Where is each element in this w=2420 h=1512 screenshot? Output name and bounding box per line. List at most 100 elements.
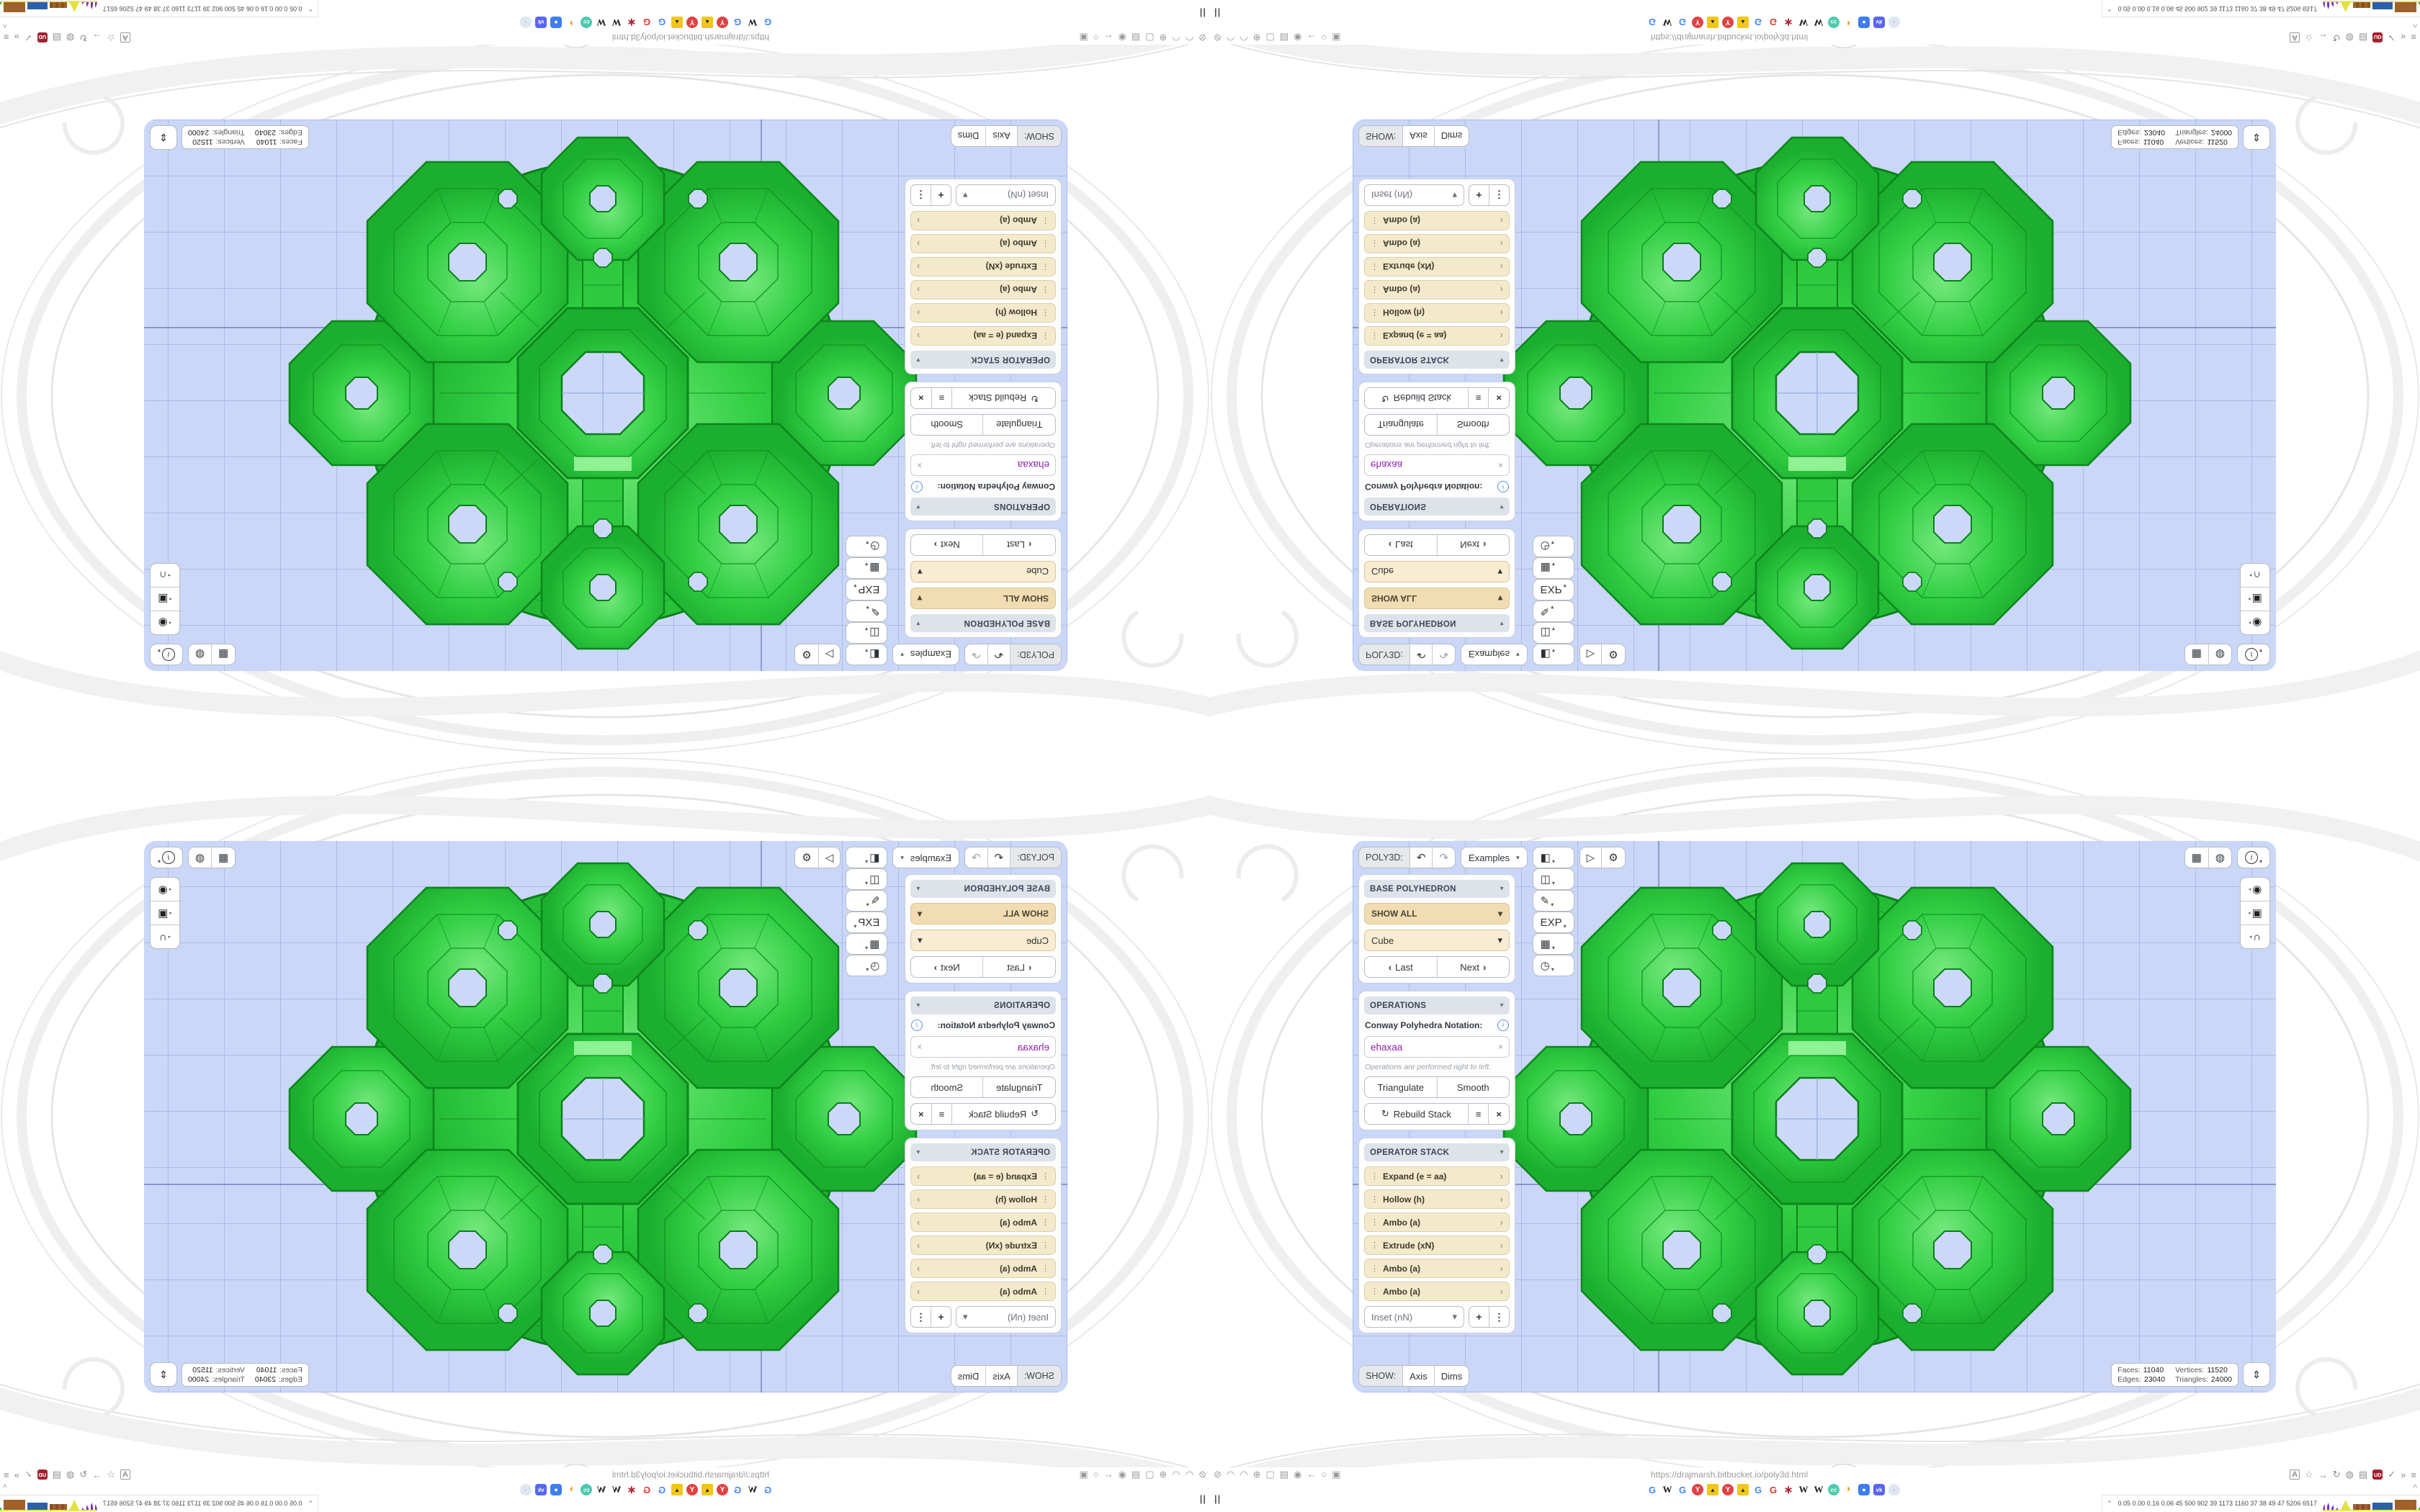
favicon-wikipedia[interactable]: W: [596, 1484, 606, 1495]
edit-notation-button[interactable]: ✎ ▾: [1532, 600, 1574, 622]
table-button[interactable]: ▦ ▾: [1532, 557, 1574, 579]
forward-icon[interactable]: →: [2318, 32, 2328, 43]
history-icon[interactable]: ◠: [1226, 1469, 1235, 1480]
notation-input[interactable]: ehaxaa ×: [1364, 1036, 1510, 1058]
clear-stack-button[interactable]: ×: [1489, 388, 1509, 408]
paint-tool-button[interactable]: ◧ ▾: [1532, 847, 1574, 868]
schedule-button[interactable]: ▦: [211, 847, 236, 868]
base-polyhedron-header[interactable]: BASE POLYHEDRON ▾: [1364, 880, 1510, 898]
favicon-google[interactable]: G: [1678, 1484, 1687, 1495]
undo-button[interactable]: ↶: [1410, 847, 1433, 868]
schedule-button[interactable]: ▦: [2184, 644, 2209, 665]
operator-stack-item[interactable]: ⋮ Expand (e = aa) ›: [1364, 326, 1510, 346]
clear-icon[interactable]: ×: [1497, 1042, 1503, 1052]
globe-button[interactable]: ◍: [2215, 851, 2225, 864]
show-all-select[interactable]: SHOW ALL ▾: [1364, 903, 1510, 924]
operator-stack-header[interactable]: OPERATOR STACK ▾: [1364, 1143, 1510, 1161]
home-icon[interactable]: ⊕: [1252, 32, 1261, 43]
bookmark-star-icon[interactable]: ☆: [2305, 32, 2313, 43]
globe-icon[interactable]: ◍: [2345, 1469, 2354, 1480]
drag-handle-icon[interactable]: ⋮: [1042, 216, 1049, 225]
operator-stack-item[interactable]: ⋮ Ambo (a) ›: [910, 1282, 1056, 1301]
favicon-y-red[interactable]: Y: [1722, 17, 1734, 28]
favicon-photos[interactable]: ▲: [702, 1484, 713, 1495]
smooth-button[interactable]: Smooth: [1456, 419, 1489, 431]
polyhedron-render[interactable]: [288, 862, 918, 1376]
operator-stack-item[interactable]: ⋮ Expand (e = aa) ›: [910, 1166, 1056, 1186]
favicon-google[interactable]: G: [1678, 17, 1687, 28]
home-icon[interactable]: ⊕: [1159, 32, 1168, 43]
redo-button[interactable]: ↷: [1439, 648, 1449, 661]
operator-stack-header[interactable]: OPERATOR STACK ▾: [910, 1143, 1056, 1161]
poly3d-viewport[interactable]: POLY3D: ↶ ↷ Examples ▾ ◧ ▾ ◫ ▾: [1353, 120, 2276, 671]
favicon-y-red[interactable]: Y: [686, 1484, 698, 1495]
chevron-up-icon[interactable]: ^: [3, 1482, 7, 1493]
globe-icon[interactable]: ◍: [66, 1469, 75, 1480]
favicon-wikipedia[interactable]: W: [748, 17, 758, 28]
export-button[interactable]: EXP ▾: [1532, 579, 1574, 600]
add-operator-select[interactable]: Inset (nN) ▾: [1364, 1306, 1464, 1328]
history-icon[interactable]: ◠: [1226, 32, 1235, 43]
next-button[interactable]: Next ›: [933, 539, 960, 551]
toggle-visibility-button[interactable]: ◂ ◉: [151, 611, 179, 634]
reload-icon[interactable]: ↻: [79, 32, 88, 43]
last-button[interactable]: ‹ Last: [1365, 957, 1438, 977]
favicon-flower[interactable]: ∗: [627, 1484, 637, 1496]
translate-icon[interactable]: A: [120, 32, 130, 42]
last-button[interactable]: ‹ Last: [1365, 535, 1438, 555]
forward-icon[interactable]: →: [92, 32, 102, 43]
favicon-wikipedia[interactable]: W: [1662, 17, 1672, 28]
operator-stack-item[interactable]: ⋮ Extrude (xN) ›: [910, 257, 1056, 276]
base-shape-select[interactable]: Cube ▾: [910, 561, 1056, 582]
forward-icon[interactable]: →: [2318, 1469, 2328, 1480]
favicon-cc[interactable]: cc: [1828, 1484, 1839, 1495]
axis-toggle-button[interactable]: Axis: [1403, 1366, 1435, 1386]
favicon-vk[interactable]: vk: [535, 17, 547, 28]
reload-icon[interactable]: ↻: [2332, 32, 2341, 43]
base-shape-select[interactable]: Cube ▾: [910, 930, 1056, 951]
overflow-icon[interactable]: »: [2401, 1469, 2406, 1480]
favicon-google[interactable]: G: [642, 17, 651, 28]
badge-icon[interactable]: ◉: [1294, 1469, 1302, 1480]
operator-stack-header[interactable]: OPERATOR STACK ▾: [1364, 351, 1510, 369]
adblock-shield-icon[interactable]: UD: [2372, 32, 2383, 42]
toggle-visibility-button[interactable]: ◂ ◉: [2241, 611, 2269, 634]
back-icon[interactable]: ←: [1307, 32, 1317, 43]
favicon-google[interactable]: G: [658, 17, 666, 28]
favicon-photos[interactable]: ▲: [1707, 17, 1718, 28]
dims-toggle-button[interactable]: Dims: [957, 1370, 980, 1382]
translate-icon[interactable]: A: [2290, 32, 2300, 42]
export-button[interactable]: EXP ▾: [1532, 912, 1574, 933]
show-all-select[interactable]: SHOW ALL ▾: [910, 588, 1056, 609]
polyhedron-render[interactable]: [288, 136, 918, 650]
axis-toggle-button[interactable]: Axis: [985, 1366, 1017, 1386]
shield-icon[interactable]: ○: [1321, 32, 1327, 43]
downloads-icon[interactable]: ◠: [1240, 1469, 1248, 1480]
stack-list-button[interactable]: ≡: [1469, 1104, 1489, 1124]
paint-tool-button[interactable]: ◧ ▾: [846, 847, 888, 868]
favicon-flower[interactable]: ∗: [1783, 1484, 1793, 1496]
operator-stack-item[interactable]: ⋮ Ambo (a) ›: [910, 1212, 1056, 1232]
triangulate-button[interactable]: Triangulate: [982, 1077, 1055, 1097]
edit-notation-button[interactable]: ✎ ▾: [1532, 890, 1574, 912]
dims-toggle-button[interactable]: Dims: [1440, 1370, 1463, 1382]
show-all-select[interactable]: SHOW ALL ▾: [910, 903, 1056, 924]
examples-dropdown[interactable]: Examples ▾: [1461, 644, 1528, 665]
favicon-y-red[interactable]: Y: [1692, 17, 1703, 28]
chevron-up-icon[interactable]: ^: [2413, 1482, 2417, 1493]
lock-icon[interactable]: ▣: [1332, 1469, 1341, 1480]
menu-icon[interactable]: ≡: [2411, 1469, 2416, 1480]
paint-tool-button[interactable]: ◧ ▾: [1532, 644, 1574, 665]
table-button[interactable]: ▦ ▾: [846, 933, 888, 955]
base-shape-select[interactable]: Cube ▾: [1364, 561, 1510, 582]
polyhedron-render[interactable]: [1502, 136, 2132, 650]
smooth-button[interactable]: Smooth: [1456, 1081, 1489, 1093]
settings-gear-button[interactable]: ⚙: [1608, 648, 1618, 661]
globe-icon[interactable]: ◍: [66, 32, 75, 43]
thumbs-icon[interactable]: ✓: [24, 32, 32, 43]
examples-dropdown[interactable]: Examples ▾: [892, 644, 959, 665]
reload-icon[interactable]: ↻: [79, 1469, 88, 1480]
examples-dropdown[interactable]: Examples ▾: [1461, 847, 1528, 868]
favicon-google[interactable]: G: [733, 17, 742, 28]
magnet-snap-button[interactable]: ◂ ∩: [151, 564, 179, 587]
